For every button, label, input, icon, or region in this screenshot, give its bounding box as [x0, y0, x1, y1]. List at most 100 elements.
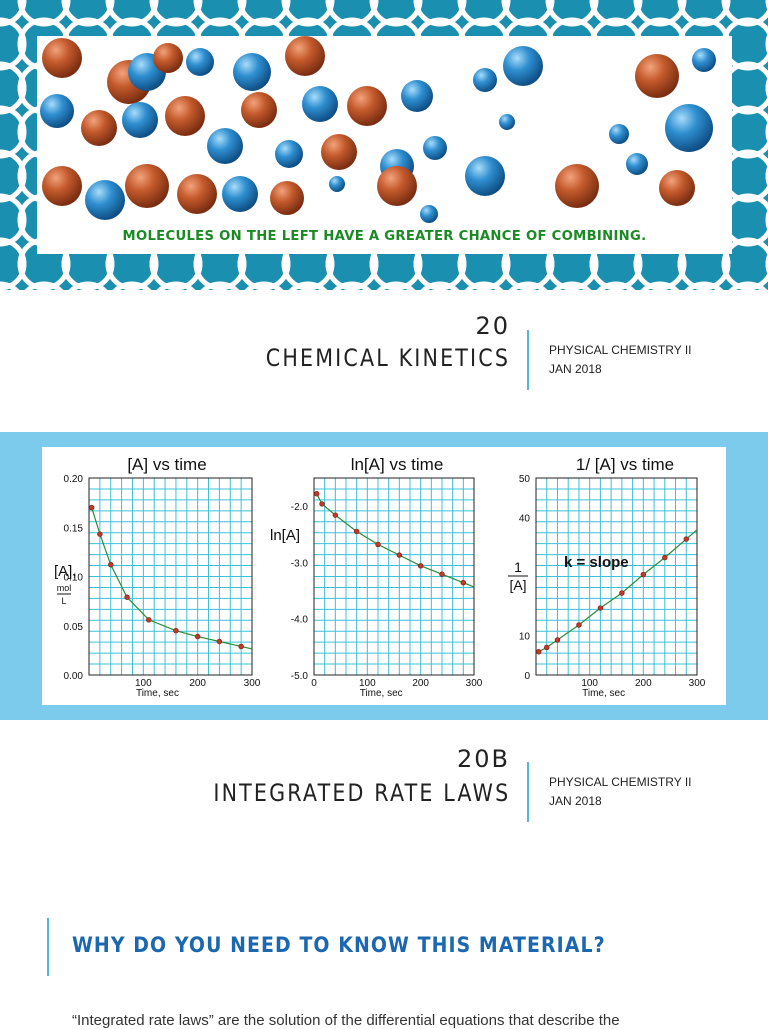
blue-molecule — [233, 53, 271, 91]
annotation-k-equals-slope: k = slope — [564, 554, 629, 571]
slide-title-chemical-kinetics: 20 CHEMICAL KINETICS PHYSICAL CHEMISTRY … — [0, 300, 768, 400]
blue-molecule — [401, 80, 433, 112]
grid — [313, 477, 475, 676]
data-point — [194, 633, 201, 640]
course-name: PHYSICAL CHEMISTRY II — [549, 343, 692, 357]
data-point — [89, 504, 95, 511]
blue-molecule — [420, 205, 438, 223]
red-molecule — [635, 54, 679, 98]
data-point — [576, 622, 582, 628]
data-point — [375, 541, 381, 548]
blue-molecule — [329, 176, 345, 192]
data-point — [146, 617, 152, 623]
y-tick-label: 0 — [524, 671, 530, 682]
chart-title: ln[A] vs time — [351, 455, 444, 474]
plot-frame — [88, 477, 253, 676]
course-date: JAN 2018 — [549, 794, 602, 808]
course-name: PHYSICAL CHEMISTRY II — [549, 775, 692, 789]
section-number: 20B — [456, 745, 510, 773]
graph-panel-3: 1/ [A] vs time 0 10 40 50 100 200 300 Time, sec 1… — [508, 455, 706, 699]
section-heading: WHY DO YOU NEED TO KNOW THIS MATERIAL? — [72, 933, 606, 957]
blue-molecule — [499, 114, 515, 130]
red-molecule — [555, 164, 599, 208]
y-tick-label: 50 — [519, 474, 531, 485]
red-molecule — [241, 92, 277, 128]
x-axis-label: Time, sec — [360, 688, 403, 699]
x-tick-label: 0 — [311, 678, 317, 689]
blue-molecule — [473, 68, 497, 92]
blue-molecule — [626, 153, 648, 175]
course-date: JAN 2018 — [549, 362, 602, 376]
data-point — [238, 643, 244, 650]
y-axis-label: 1 — [514, 559, 522, 575]
blue-molecule — [207, 128, 243, 164]
x-tick-label: 300 — [689, 678, 706, 689]
blue-molecule — [85, 180, 125, 220]
blue-molecule — [665, 104, 713, 152]
y-tick-label: -2.0 — [291, 502, 309, 513]
chapter-title: CHEMICAL KINETICS — [265, 344, 510, 372]
red-molecule — [42, 38, 82, 78]
x-tick-label: 300 — [244, 678, 261, 689]
x-tick-label: 100 — [581, 678, 598, 689]
x-axis-label: Time, sec — [136, 688, 179, 699]
red-molecule — [177, 174, 217, 214]
chart-title: 1/ [A] vs time — [576, 455, 674, 474]
y-tick-label: -5.0 — [291, 671, 309, 682]
x-tick-label: 200 — [635, 678, 652, 689]
data-point — [108, 561, 114, 568]
data-point — [396, 552, 403, 558]
fitted-curve — [538, 529, 698, 653]
x-tick-label: 200 — [412, 678, 429, 689]
data-point — [313, 491, 320, 497]
blue-molecule — [423, 136, 447, 160]
body-paragraph: “Integrated rate laws” are the solution … — [72, 1012, 620, 1029]
data-point — [640, 571, 647, 578]
banner-caption: MOLECULES ON THE LEFT HAVE A GREATER CHA… — [122, 229, 647, 244]
graph-panel-2: ln[A] vs time -2.0 -3.0 -4.0 -5.00 100 200 300 T… — [270, 455, 483, 699]
blue-molecule — [275, 140, 303, 168]
y-axis-unit-numerator: mol — [57, 583, 72, 593]
title-subtitle: PHYSICAL CHEMISTRY II JAN 2018 — [549, 773, 691, 811]
red-molecule — [81, 110, 117, 146]
red-molecule — [153, 43, 183, 73]
data-point — [535, 649, 542, 655]
heading-accent-bar — [47, 918, 49, 976]
fitted-curve — [91, 507, 253, 650]
y-tick-label: -4.0 — [291, 615, 309, 626]
y-axis-unit-denominator: L — [61, 596, 66, 606]
red-molecule — [125, 164, 169, 208]
y-axis-label: [A], — [54, 563, 77, 580]
y-axis-label: ln[A] — [270, 527, 300, 544]
title-banner-image: MOLECULES ON THE LEFT HAVE A GREATER CHA… — [0, 0, 768, 290]
grid — [88, 477, 253, 676]
chart-title: [A] vs time — [127, 455, 206, 474]
data-point — [173, 627, 179, 634]
x-tick-label: 200 — [189, 678, 206, 689]
data-point — [216, 638, 223, 645]
data-point — [544, 644, 550, 651]
title-subtitle: PHYSICAL CHEMISTRY II JAN 2018 — [549, 341, 691, 379]
red-molecule — [659, 170, 695, 206]
data-point — [683, 536, 689, 542]
title-divider — [527, 762, 529, 822]
data-point — [619, 590, 625, 596]
blue-molecule — [222, 176, 258, 212]
red-molecule — [165, 96, 205, 136]
red-molecule — [347, 86, 387, 126]
y-tick-label: 40 — [519, 513, 531, 524]
slide-title-integrated-rate-laws: 20B INTEGRATED RATE LAWS PHYSICAL CHEMIS… — [0, 735, 768, 835]
data-point — [319, 501, 325, 507]
y-tick-label: 0.15 — [64, 523, 84, 534]
fitted-curve — [316, 493, 475, 588]
rate-law-graphs-image: [A] vs time 0.00 0.05 0.10 0.15 0.20 100 200 300… — [42, 447, 726, 705]
red-molecule — [377, 166, 417, 206]
blue-molecule — [40, 94, 74, 128]
red-molecule — [270, 181, 304, 215]
grid — [535, 477, 698, 676]
x-tick-label: 100 — [135, 678, 152, 689]
blue-molecule — [609, 124, 629, 144]
y-tick-label: -3.0 — [291, 558, 309, 569]
molecules-drawing — [40, 36, 716, 223]
